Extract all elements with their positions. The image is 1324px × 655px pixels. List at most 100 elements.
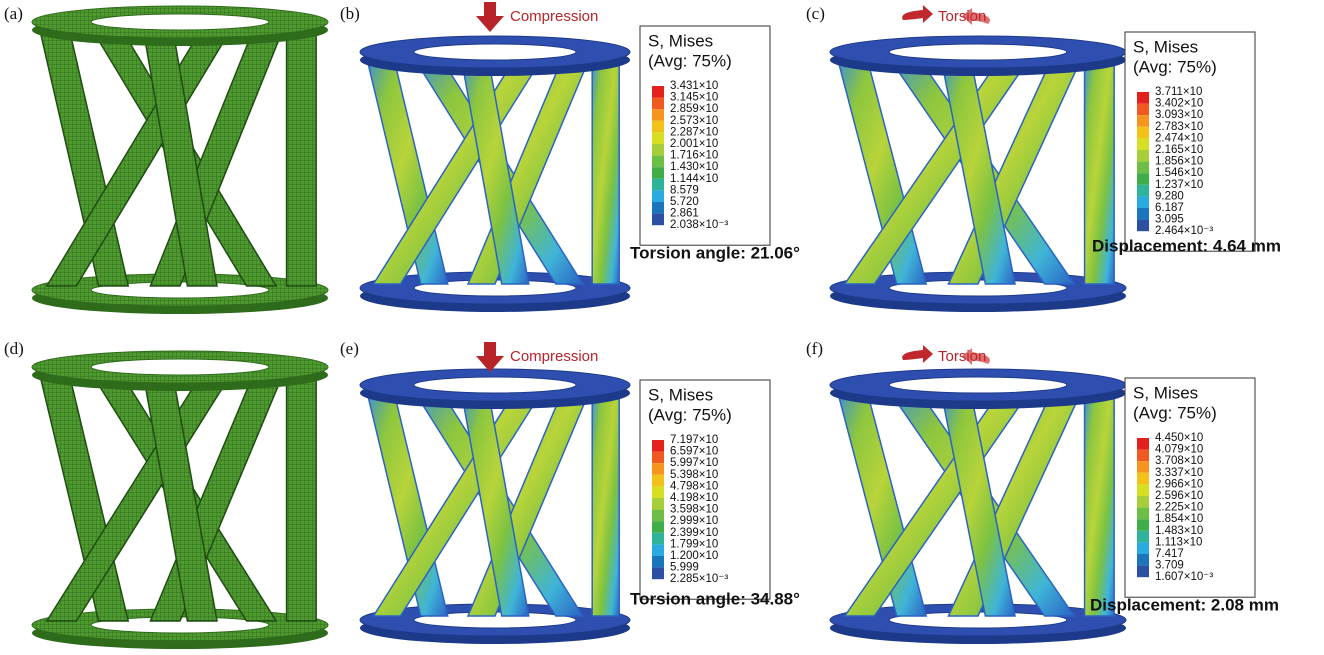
panel: (a) xyxy=(4,4,328,314)
legend-average: (Avg: 75%) xyxy=(1133,57,1217,76)
legend-level: 3.431×10 xyxy=(670,80,718,92)
legend-title: S, Mises xyxy=(1133,383,1198,402)
strut xyxy=(287,28,317,286)
ring-hole xyxy=(414,377,576,393)
legend-level: 3.709 xyxy=(1155,560,1184,572)
legend-swatch xyxy=(1137,92,1149,104)
legend-level: 2.859×10 xyxy=(670,103,718,115)
strut xyxy=(287,373,317,621)
legend-swatch xyxy=(652,521,664,533)
legend-level: 2.999×10 xyxy=(670,515,718,527)
legend-swatch xyxy=(652,533,664,545)
legend-swatch xyxy=(1137,150,1149,162)
legend-swatch xyxy=(1137,196,1149,208)
legend-level: 5.398×10 xyxy=(670,469,718,481)
ring-hole xyxy=(889,377,1067,393)
legend-level: 4.198×10 xyxy=(670,492,718,504)
result-label: Displacement: 4.64 mm xyxy=(1092,236,1281,255)
torsion-arrow xyxy=(902,5,933,23)
load-label: Compression xyxy=(510,348,598,365)
legend-swatch xyxy=(652,486,664,498)
legend-swatch xyxy=(652,86,664,98)
legend-swatch xyxy=(652,132,664,144)
legend-level: 1.716×10 xyxy=(670,150,718,162)
ring-hole xyxy=(414,44,576,60)
legend-swatch xyxy=(1137,531,1149,543)
legend-swatch xyxy=(652,498,664,510)
legend-level: 3.598×10 xyxy=(670,504,718,516)
load-label: Torsion xyxy=(938,348,986,365)
legend-title: S, Mises xyxy=(1133,37,1198,56)
legend-level: 4.450×10 xyxy=(1155,432,1203,444)
legend-level: 6.597×10 xyxy=(670,446,718,458)
legend-level: 4.079×10 xyxy=(1155,444,1203,456)
legend-swatch xyxy=(652,214,664,226)
legend-level: 2.474×10 xyxy=(1155,132,1203,144)
legend-level: 3.711×10 xyxy=(1155,86,1202,98)
legend-swatch xyxy=(1137,566,1149,578)
legend-swatch xyxy=(1137,484,1149,496)
legend-level: 1.200×10 xyxy=(670,550,718,562)
legend-swatch xyxy=(652,510,664,522)
legend-swatch xyxy=(652,440,664,452)
legend-level: 8.579 xyxy=(670,184,699,196)
figure: (a)(b)CompressionS, Mises(Avg: 75%)3.431… xyxy=(0,0,1324,655)
legend-level: 2.596×10 xyxy=(1155,490,1203,502)
legend-level: 1.799×10 xyxy=(670,538,718,550)
legend-swatch xyxy=(652,179,664,191)
legend-swatch xyxy=(1137,473,1149,485)
legend-swatch xyxy=(652,202,664,214)
legend-swatch xyxy=(652,556,664,568)
legend-swatch xyxy=(1137,115,1149,127)
legend-swatch xyxy=(1137,185,1149,197)
legend-swatch xyxy=(652,190,664,202)
panel-label: (b) xyxy=(340,4,360,23)
legend-level: 1.113×10 xyxy=(1155,536,1202,548)
torsion-arrow xyxy=(902,345,933,363)
legend-level: 5.999 xyxy=(670,562,699,574)
strut xyxy=(592,391,619,616)
panel: (f)TorsionS, Mises(Avg: 75%)4.450×104.07… xyxy=(806,339,1279,644)
legend-swatch xyxy=(1137,104,1149,116)
legend-level: 7.197×10 xyxy=(670,434,718,446)
legend-level: 1.430×10 xyxy=(670,161,718,173)
legend-swatch xyxy=(1137,496,1149,508)
legend-swatch xyxy=(652,98,664,110)
panel: (d) xyxy=(4,339,328,649)
legend-level: 5.720 xyxy=(670,196,699,208)
panel-label: (c) xyxy=(806,4,825,23)
panel-label: (e) xyxy=(340,339,359,358)
legend-swatch xyxy=(1137,542,1149,554)
legend-level: 2.165×10 xyxy=(1155,144,1203,156)
legend-average: (Avg: 75%) xyxy=(1133,403,1217,422)
legend-swatch xyxy=(652,167,664,179)
legend-level: 2.225×10 xyxy=(1155,502,1203,514)
legend-swatch xyxy=(1137,138,1149,150)
legend-level: 1.144×10 xyxy=(670,173,718,185)
legend-level: 1.856×10 xyxy=(1155,156,1203,168)
result-label: Torsion angle: 34.88° xyxy=(630,589,800,608)
legend-level: 3.337×10 xyxy=(1155,467,1203,479)
legend-level: 9.280 xyxy=(1155,190,1184,202)
legend-level: 2.861 xyxy=(670,208,699,220)
legend-level: 2.464×10⁻³ xyxy=(1155,225,1213,237)
compression-arrow xyxy=(476,342,504,372)
legend-swatch xyxy=(1137,127,1149,139)
legend-swatch xyxy=(1137,162,1149,174)
legend-swatch xyxy=(1137,450,1149,462)
legend-swatch xyxy=(652,463,664,475)
legend-swatch xyxy=(1137,461,1149,473)
result-label: Displacement: 2.08 mm xyxy=(1090,595,1279,614)
legend-swatch xyxy=(652,475,664,487)
legend-swatch xyxy=(652,121,664,133)
compression-arrow xyxy=(476,2,504,32)
legend-level: 1.607×10⁻³ xyxy=(1155,571,1213,583)
legend-level: 2.287×10 xyxy=(670,126,718,138)
legend-level: 4.798×10 xyxy=(670,480,718,492)
legend-level: 2.399×10 xyxy=(670,527,718,539)
legend-swatch xyxy=(1137,508,1149,520)
legend-title: S, Mises xyxy=(648,385,713,404)
legend-level: 2.573×10 xyxy=(670,115,718,127)
